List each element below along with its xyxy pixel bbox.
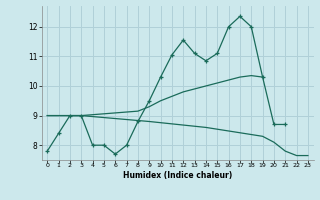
X-axis label: Humidex (Indice chaleur): Humidex (Indice chaleur) — [123, 171, 232, 180]
